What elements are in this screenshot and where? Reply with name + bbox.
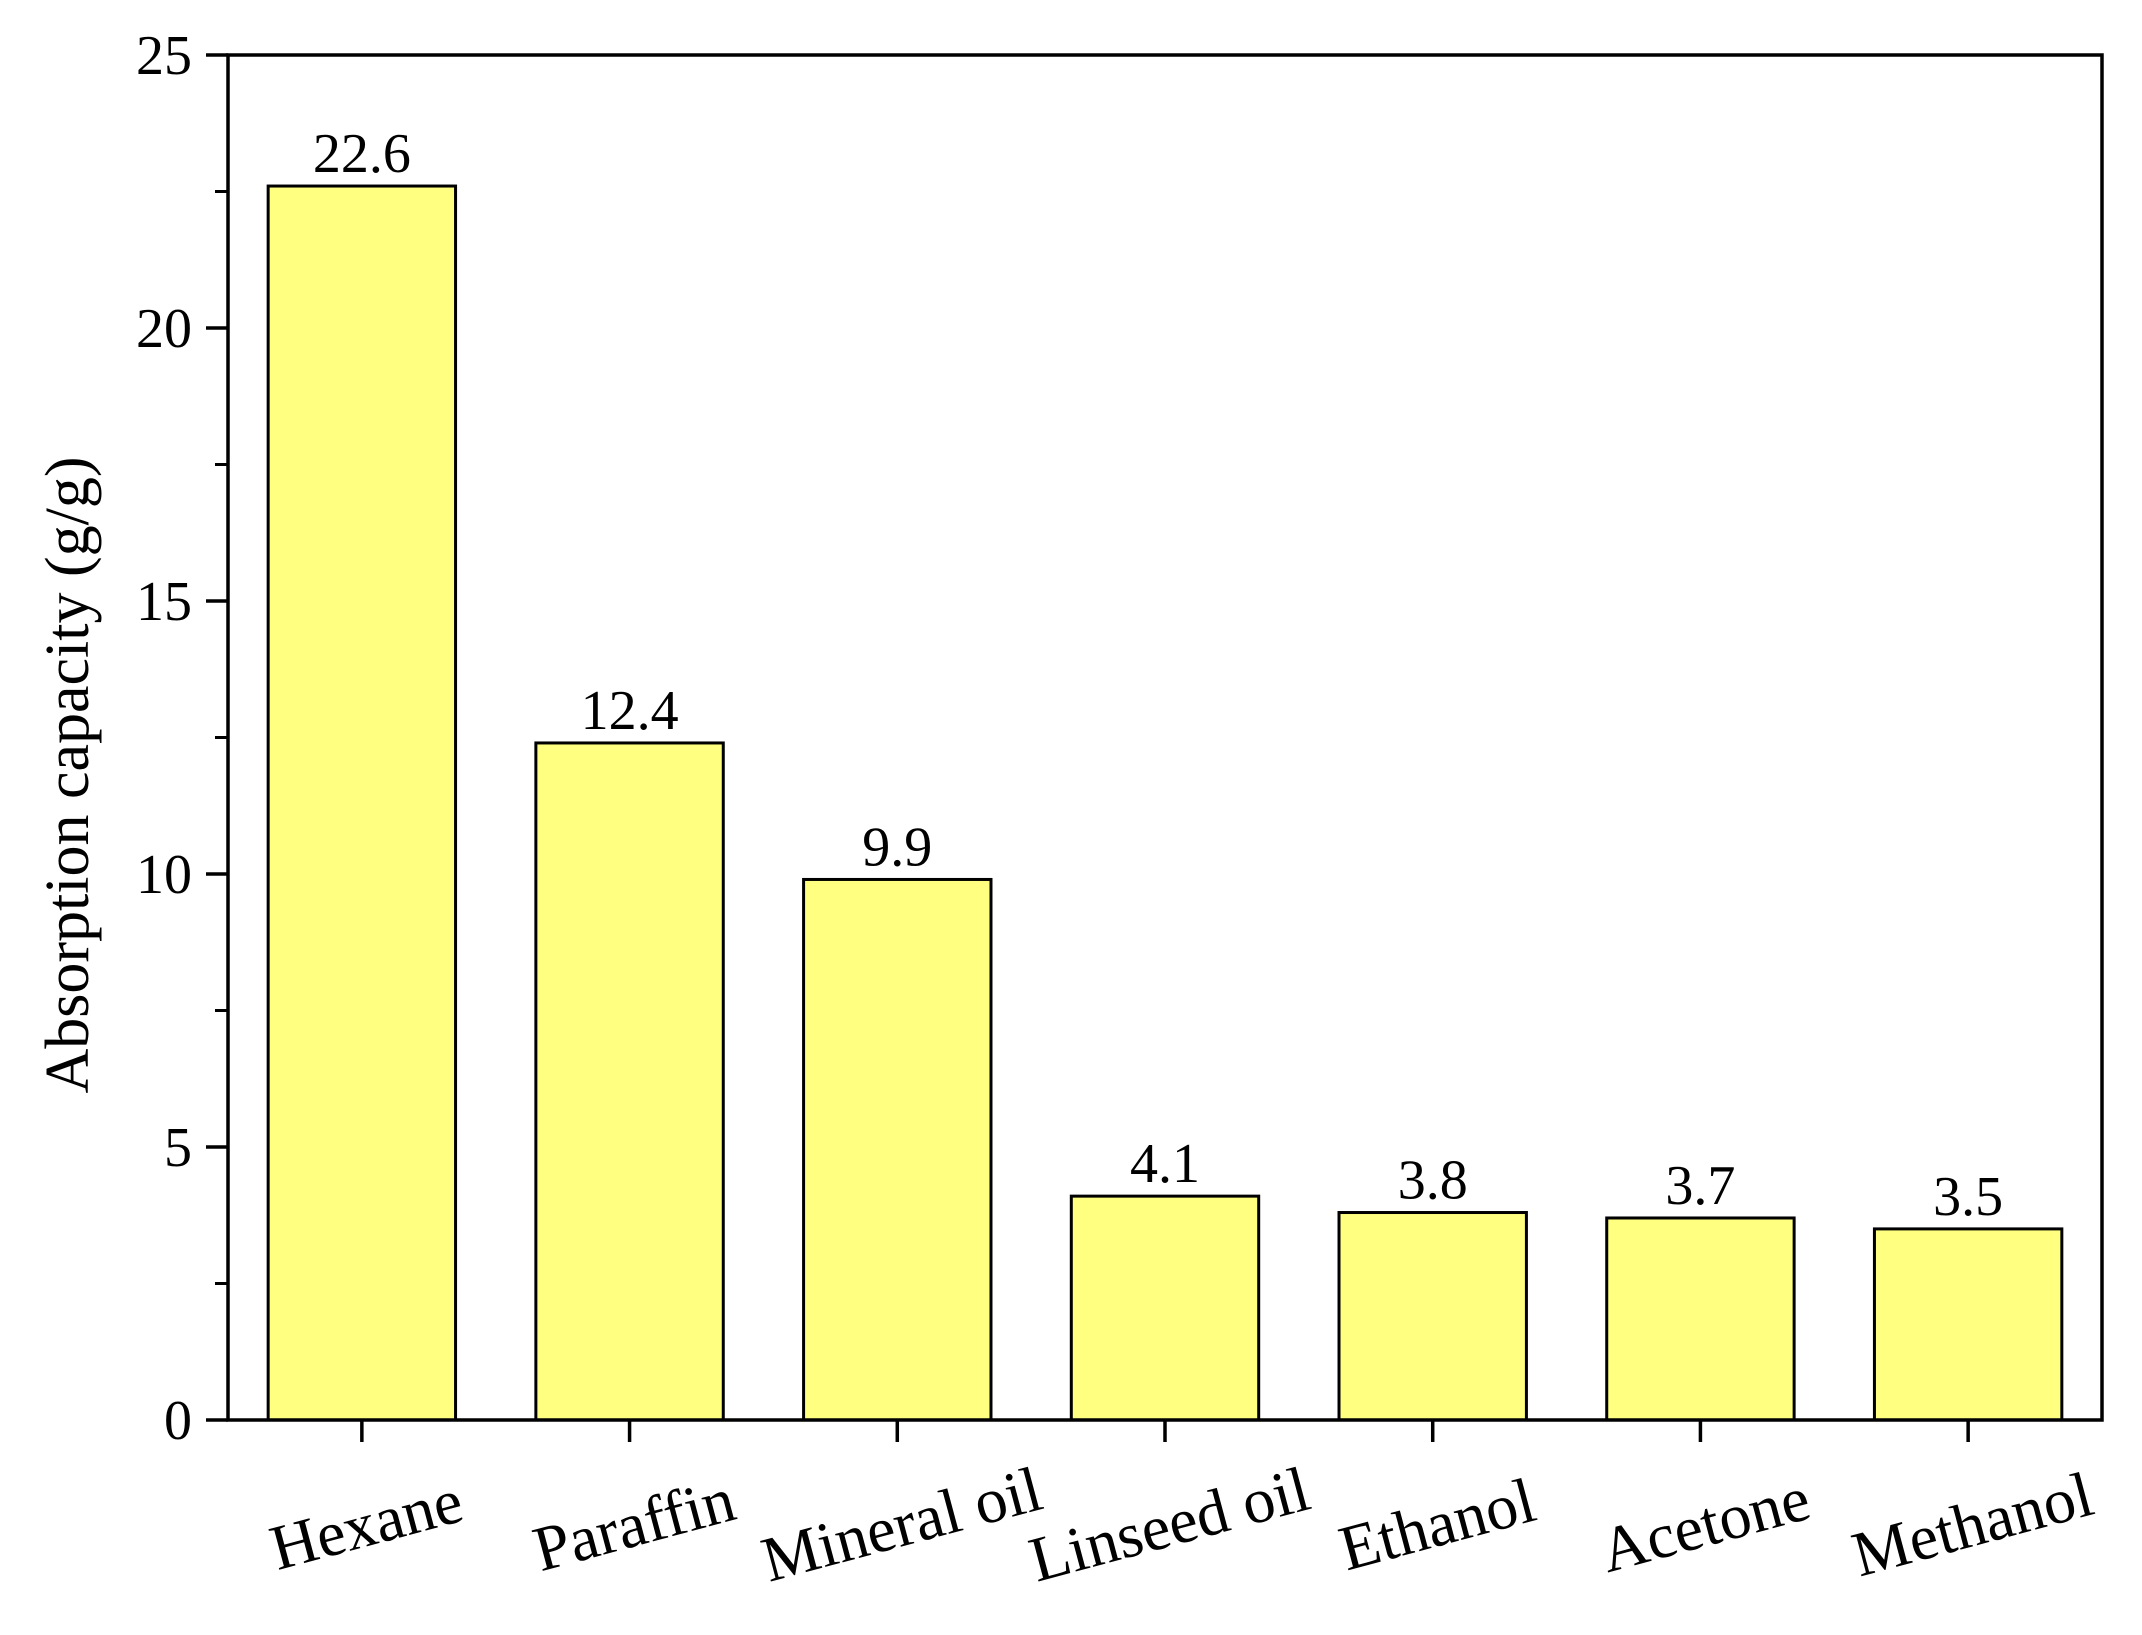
bar-value-label: 9.9 [862,816,932,878]
x-category-label: Ethanol [1332,1464,1543,1584]
y-tick-label: 25 [136,25,192,87]
y-tick-label: 5 [164,1117,192,1179]
x-category-label: Acetone [1593,1462,1817,1586]
bar-value-label: 12.4 [581,680,679,742]
bar-value-label: 3.7 [1665,1155,1735,1217]
bar-mineral-oil [802,877,993,1422]
bar-value-label: 4.1 [1130,1133,1200,1195]
y-axis-title: Absorption capacity (g/g) [34,456,102,1093]
x-category-label: Mineral oil [754,1453,1049,1596]
bar-acetone [1605,1216,1796,1422]
bar-paraffin [534,741,725,1422]
bar-value-label: 22.6 [313,123,411,185]
bar-value-label: 3.8 [1398,1150,1468,1212]
y-tick-label: 15 [136,571,192,633]
x-category-label: Paraffin [526,1463,742,1585]
bar-value-label: 3.5 [1933,1166,2003,1228]
x-category-label: Methanol [1845,1458,2100,1590]
bar-hexane [266,184,458,1422]
bar-methanol [1872,1227,2064,1422]
bar-ethanol [1337,1211,1528,1422]
y-tick-label: 10 [136,844,192,906]
bar-linseed-oil [1069,1194,1261,1422]
x-category-label: Linseed oil [1022,1453,1317,1596]
y-tick-label: 20 [136,298,192,360]
y-tick-label: 0 [164,1390,192,1452]
x-category-label: Hexane [263,1465,470,1584]
